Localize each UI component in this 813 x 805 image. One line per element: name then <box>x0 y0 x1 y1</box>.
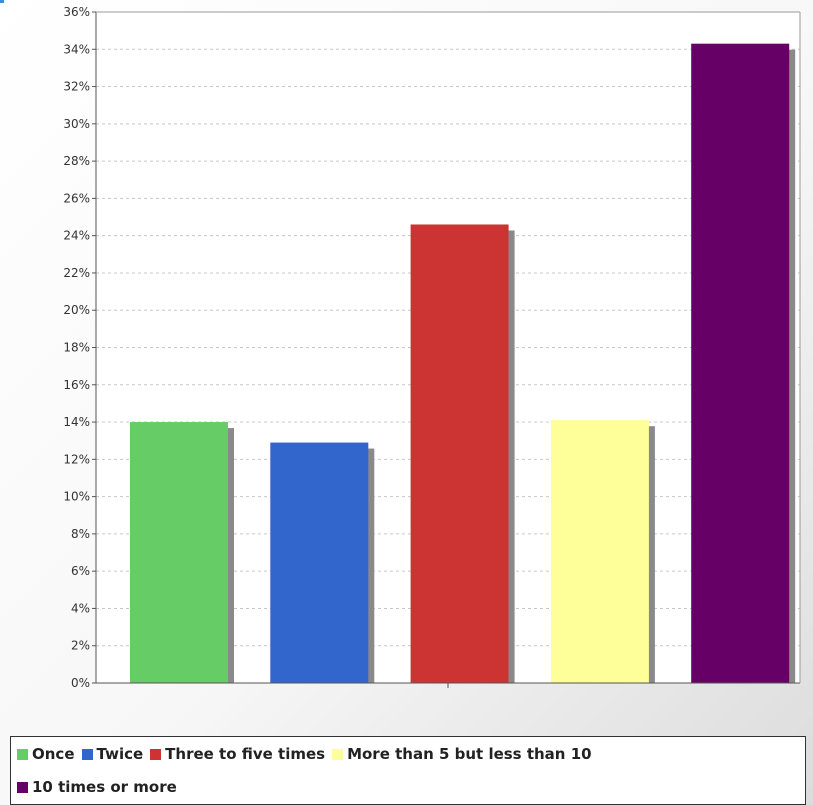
legend-item-10-or-more: 10 times or more <box>17 778 177 796</box>
y-tick-label: 26% <box>63 191 90 205</box>
legend-label: Three to five times <box>165 745 326 763</box>
legend-row-2: 10 times or more <box>17 778 184 796</box>
y-tick-label: 32% <box>63 80 90 94</box>
bar-3 <box>410 224 509 683</box>
y-tick-label: 28% <box>63 154 90 168</box>
legend-swatch <box>332 748 344 760</box>
y-tick-label: 4% <box>71 601 90 615</box>
legend-swatch <box>150 748 162 760</box>
y-tick-label: 0% <box>71 676 90 690</box>
legend-label: Once <box>32 745 75 763</box>
legend-label: More than 5 but less than 10 <box>347 745 592 763</box>
y-tick-label: 30% <box>63 117 90 131</box>
y-tick-label: 8% <box>71 527 90 541</box>
legend-item-more-than-5: More than 5 but less than 10 <box>332 745 592 763</box>
legend-label: Twice <box>96 745 144 763</box>
legend-item-once: Once <box>17 745 75 763</box>
bar-1 <box>130 422 228 683</box>
y-tick-label: 10% <box>63 490 90 504</box>
legend-swatch <box>17 781 28 793</box>
y-tick-label: 12% <box>63 452 90 466</box>
bar-chart: 0% 2% 4% 6% 8% 10% 12% 14% 16% 18% 20% 22% 24% 26% 28%… <box>63 5 801 690</box>
legend-row-1: Once Twice Three to five times More than… <box>17 745 599 763</box>
legend-item-three-to-five: Three to five times <box>150 745 325 763</box>
top-accent-mark <box>0 0 4 3</box>
y-tick-label: 16% <box>63 378 90 392</box>
y-tick-label: 22% <box>63 266 90 280</box>
legend-swatch <box>17 748 28 760</box>
y-tick-label: 24% <box>63 229 90 243</box>
y-tick-label: 14% <box>63 415 90 429</box>
legend-swatch <box>81 748 93 760</box>
y-tick-label: 36% <box>63 5 90 19</box>
y-tick-label: 20% <box>63 303 90 317</box>
legend: Once Twice Three to five times More than… <box>10 736 806 805</box>
y-tick-label: 18% <box>63 341 90 355</box>
bar-5 <box>691 43 790 684</box>
y-tick-label: 6% <box>71 564 90 578</box>
legend-label: 10 times or more <box>32 778 177 796</box>
bar-2 <box>270 442 369 683</box>
y-tick-label: 2% <box>71 639 90 653</box>
bar-4 <box>550 420 649 683</box>
y-tick-label: 34% <box>63 42 90 56</box>
legend-item-twice: Twice <box>81 745 144 763</box>
